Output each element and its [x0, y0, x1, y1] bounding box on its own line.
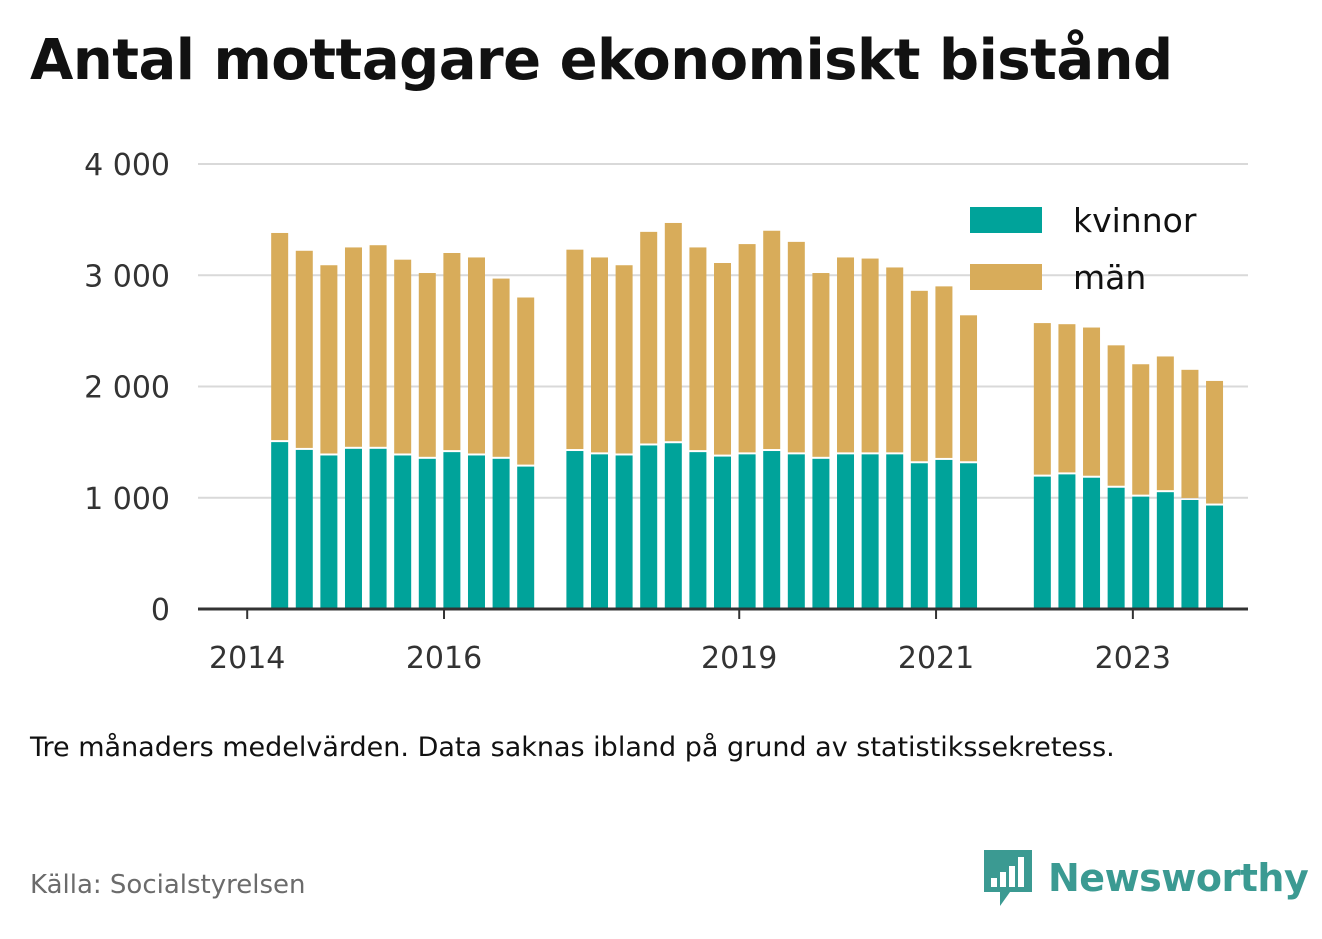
- bar-man: [566, 249, 584, 450]
- legend-label-kvinnor: kvinnor: [1073, 201, 1197, 240]
- bar-man: [1107, 345, 1125, 486]
- bar-man: [492, 278, 510, 457]
- bar-kvinnor: [1083, 477, 1101, 609]
- x-tick-label: 2014: [209, 641, 285, 676]
- bar-kvinnor: [517, 466, 535, 609]
- bar-kvinnor: [1132, 496, 1150, 609]
- chart-note: Tre månaders medelvärden. Data saknas ib…: [30, 732, 1115, 763]
- bar-man: [763, 230, 781, 450]
- bar-man: [320, 265, 338, 454]
- bar-man: [369, 245, 387, 447]
- bar-man: [271, 232, 289, 441]
- bar-kvinnor: [467, 455, 485, 609]
- bar-kvinnor: [320, 455, 338, 609]
- bar-kvinnor: [763, 451, 781, 609]
- x-tick-label: 2019: [701, 641, 777, 676]
- bar-man: [960, 315, 978, 462]
- bar-man: [1033, 323, 1051, 475]
- bar-kvinnor: [1181, 499, 1199, 609]
- bar-kvinnor: [1156, 492, 1174, 609]
- bar-man: [443, 253, 461, 451]
- bar-man: [295, 250, 313, 448]
- bar-man: [1058, 324, 1076, 473]
- bar-man: [689, 247, 707, 451]
- x-tick-label: 2016: [406, 641, 482, 676]
- bar-kvinnor: [714, 456, 732, 609]
- bar-man: [910, 290, 928, 462]
- bar-kvinnor: [910, 463, 928, 609]
- bar-kvinnor: [837, 454, 855, 609]
- bar-man: [861, 258, 879, 453]
- bar-man: [394, 259, 412, 454]
- bar-kvinnor: [960, 463, 978, 609]
- bar-kvinnor: [271, 442, 289, 609]
- y-tick-label: 1 000: [84, 482, 170, 517]
- bar-kvinnor: [566, 451, 584, 609]
- bar-kvinnor: [812, 458, 830, 609]
- brand-name: Newsworthy: [1048, 856, 1309, 900]
- bar-man: [615, 265, 633, 454]
- bar-kvinnor: [689, 452, 707, 609]
- x-tick-label: 2023: [1095, 641, 1171, 676]
- bar-man: [886, 267, 904, 453]
- brand-logo[interactable]: Newsworthy: [980, 848, 1309, 908]
- bar-kvinnor: [935, 459, 953, 609]
- bar-man: [467, 257, 485, 454]
- bar-kvinnor: [664, 443, 682, 609]
- bar-man: [935, 286, 953, 458]
- bar-man: [714, 263, 732, 455]
- bar-kvinnor: [394, 455, 412, 609]
- y-tick-label: 2 000: [84, 371, 170, 406]
- bar-kvinnor: [369, 448, 387, 609]
- bar-kvinnor: [344, 448, 362, 609]
- bar-man: [1181, 369, 1199, 498]
- bar-kvinnor: [590, 454, 608, 609]
- bar-man: [344, 247, 362, 447]
- bar-man: [812, 273, 830, 457]
- y-tick-label: 0: [151, 593, 170, 628]
- bar-man: [837, 257, 855, 453]
- source-credit: Källa: Socialstyrelsen: [30, 870, 306, 900]
- y-tick-label: 3 000: [84, 259, 170, 294]
- bar-kvinnor: [492, 458, 510, 609]
- bar-man: [517, 297, 535, 465]
- bar-man: [640, 231, 658, 444]
- bar-kvinnor: [1033, 476, 1051, 609]
- legend-swatch-kvinnor: [970, 207, 1042, 233]
- bar-man: [1156, 356, 1174, 491]
- bar-kvinnor: [640, 445, 658, 609]
- bar-kvinnor: [787, 454, 805, 609]
- bar-man: [418, 273, 436, 457]
- bar-kvinnor: [615, 455, 633, 609]
- bar-kvinnor: [738, 454, 756, 609]
- y-tick-label: 4 000: [84, 148, 170, 183]
- bar-kvinnor: [861, 454, 879, 609]
- bar-man: [1132, 364, 1150, 495]
- chart-title: Antal mottagare ekonomiskt bistånd: [30, 28, 1173, 93]
- x-tick-label: 2021: [898, 641, 974, 676]
- legend-swatch-man: [970, 264, 1042, 290]
- bar-man: [664, 222, 682, 442]
- bar-chart-speech-bubble-icon: [984, 850, 1032, 906]
- bar-kvinnor: [1206, 505, 1224, 609]
- bar-kvinnor: [886, 454, 904, 609]
- bar-man: [738, 244, 756, 453]
- bar-kvinnor: [1058, 474, 1076, 609]
- bar-man: [787, 241, 805, 453]
- x-axis-ticks: 2014 2016 2019 2021 2023: [209, 609, 1171, 676]
- bars: [271, 222, 1224, 609]
- bar-kvinnor: [1107, 487, 1125, 609]
- bar-man: [1083, 327, 1101, 476]
- bar-kvinnor: [443, 452, 461, 609]
- bar-kvinnor: [295, 449, 313, 609]
- legend: kvinnor män: [970, 201, 1197, 297]
- bar-kvinnor: [418, 458, 436, 609]
- legend-label-man: män: [1073, 258, 1146, 297]
- y-axis-tick-labels: 0 1 000 2 000 3 000 4 000: [84, 148, 170, 628]
- bar-man: [590, 257, 608, 453]
- bar-man: [1206, 380, 1224, 504]
